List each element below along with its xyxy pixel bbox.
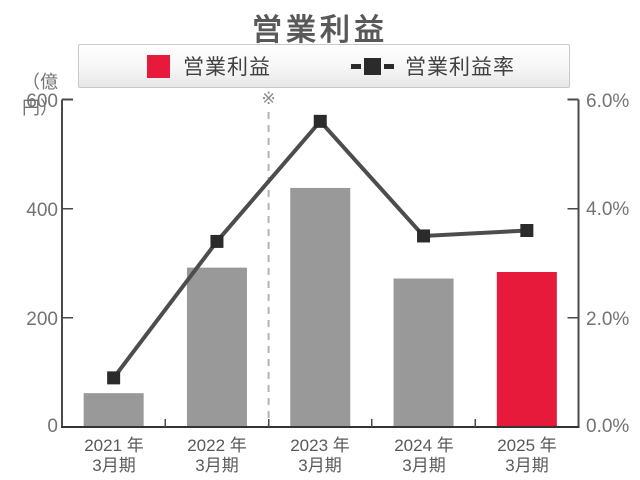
bar-2024年3月期 <box>393 278 454 427</box>
x-label-2024: 2024 年 3月期 <box>394 436 454 475</box>
right-axis-tick-0: 0.0% <box>586 416 630 437</box>
left-axis-tick-0: 0 <box>47 416 58 437</box>
right-axis-tick-4: 4.0% <box>586 199 630 220</box>
bar-2023年3月期 <box>290 187 351 427</box>
legend-label-operating-profit: 営業利益 <box>183 56 271 79</box>
x-label-2025: 2025 年 3月期 <box>497 436 557 475</box>
chart-title: 営業利益 <box>252 14 388 47</box>
line-marker-2023年3月期 <box>313 114 327 128</box>
footnote-marker: ※ <box>261 89 276 108</box>
right-axis-tick-2: 2.0% <box>586 309 630 330</box>
bar-2022年3月期 <box>186 267 247 427</box>
x-label-2021: 2021 年 3月期 <box>84 436 144 475</box>
left-axis-tick-200: 200 <box>26 309 58 330</box>
red-bar-swatch-icon <box>147 54 170 78</box>
right-axis-tick-6: 6.0% <box>586 91 630 112</box>
line-marker-2022年3月期 <box>210 234 224 248</box>
x-label-2022: 2022 年 3月期 <box>187 436 247 475</box>
left-axis-tick-600: 600 <box>26 91 58 112</box>
line-marker-swatch-icon <box>351 57 394 75</box>
legend-box: 営業利益 営業利益率 <box>78 44 570 88</box>
left-axis-unit: （億円） <box>22 72 58 118</box>
x-label-2023: 2023 年 3月期 <box>290 436 350 475</box>
legend-item-operating-profit: 営業利益 <box>147 45 271 87</box>
left-axis-tick-400: 400 <box>26 200 58 221</box>
bar-2021年3月期 <box>83 393 144 427</box>
line-marker-2024年3月期 <box>417 229 431 243</box>
line-marker-2025年3月期 <box>520 224 534 237</box>
line-marker-2021年3月期 <box>107 371 121 385</box>
legend-label-operating-margin: 営業利益率 <box>405 56 515 79</box>
legend-item-operating-margin: 営業利益率 <box>351 45 515 87</box>
bar-2025年3月期 <box>496 271 557 427</box>
